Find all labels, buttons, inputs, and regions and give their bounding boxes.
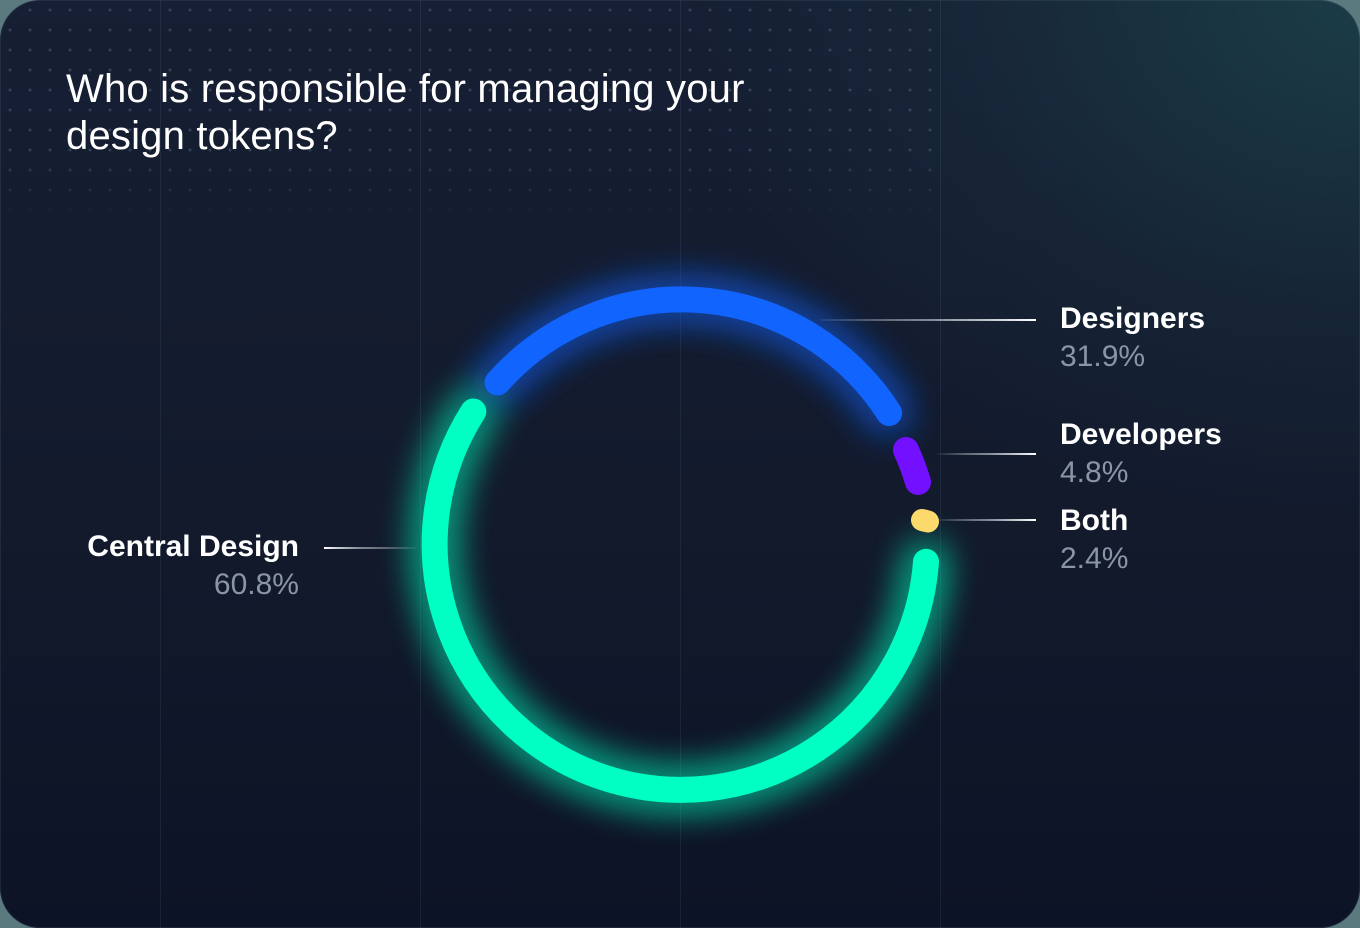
legend-value-designers: 31.9% — [1060, 340, 1146, 373]
segment-central-design[interactable] — [421, 398, 939, 803]
leader-line-developers — [938, 453, 1036, 455]
legend-value-central-design: 60.8% — [213, 568, 299, 601]
grid-line — [940, 0, 941, 928]
legend-label-developers: Developers — [1060, 418, 1222, 451]
segment-both[interactable] — [911, 509, 939, 533]
leader-line-central-design — [324, 547, 416, 549]
grid-line — [420, 0, 421, 928]
leader-line-designers — [820, 319, 1036, 321]
grid-line — [680, 0, 681, 928]
legend-label-designers: Designers — [1060, 302, 1206, 335]
chart-title: Who is responsible for managing your des… — [66, 67, 745, 158]
legend-value-both: 2.4% — [1060, 542, 1129, 575]
legend-label-both: Both — [1060, 504, 1129, 537]
segment-developers[interactable] — [893, 437, 931, 495]
leader-line-both — [938, 519, 1036, 521]
legend-value-developers: 4.8% — [1060, 456, 1129, 489]
grid-line — [160, 0, 161, 928]
segment-designers[interactable] — [484, 286, 903, 426]
dot-grid-pattern — [0, 0, 940, 220]
legend-label-central-design: Central Design — [87, 530, 299, 563]
